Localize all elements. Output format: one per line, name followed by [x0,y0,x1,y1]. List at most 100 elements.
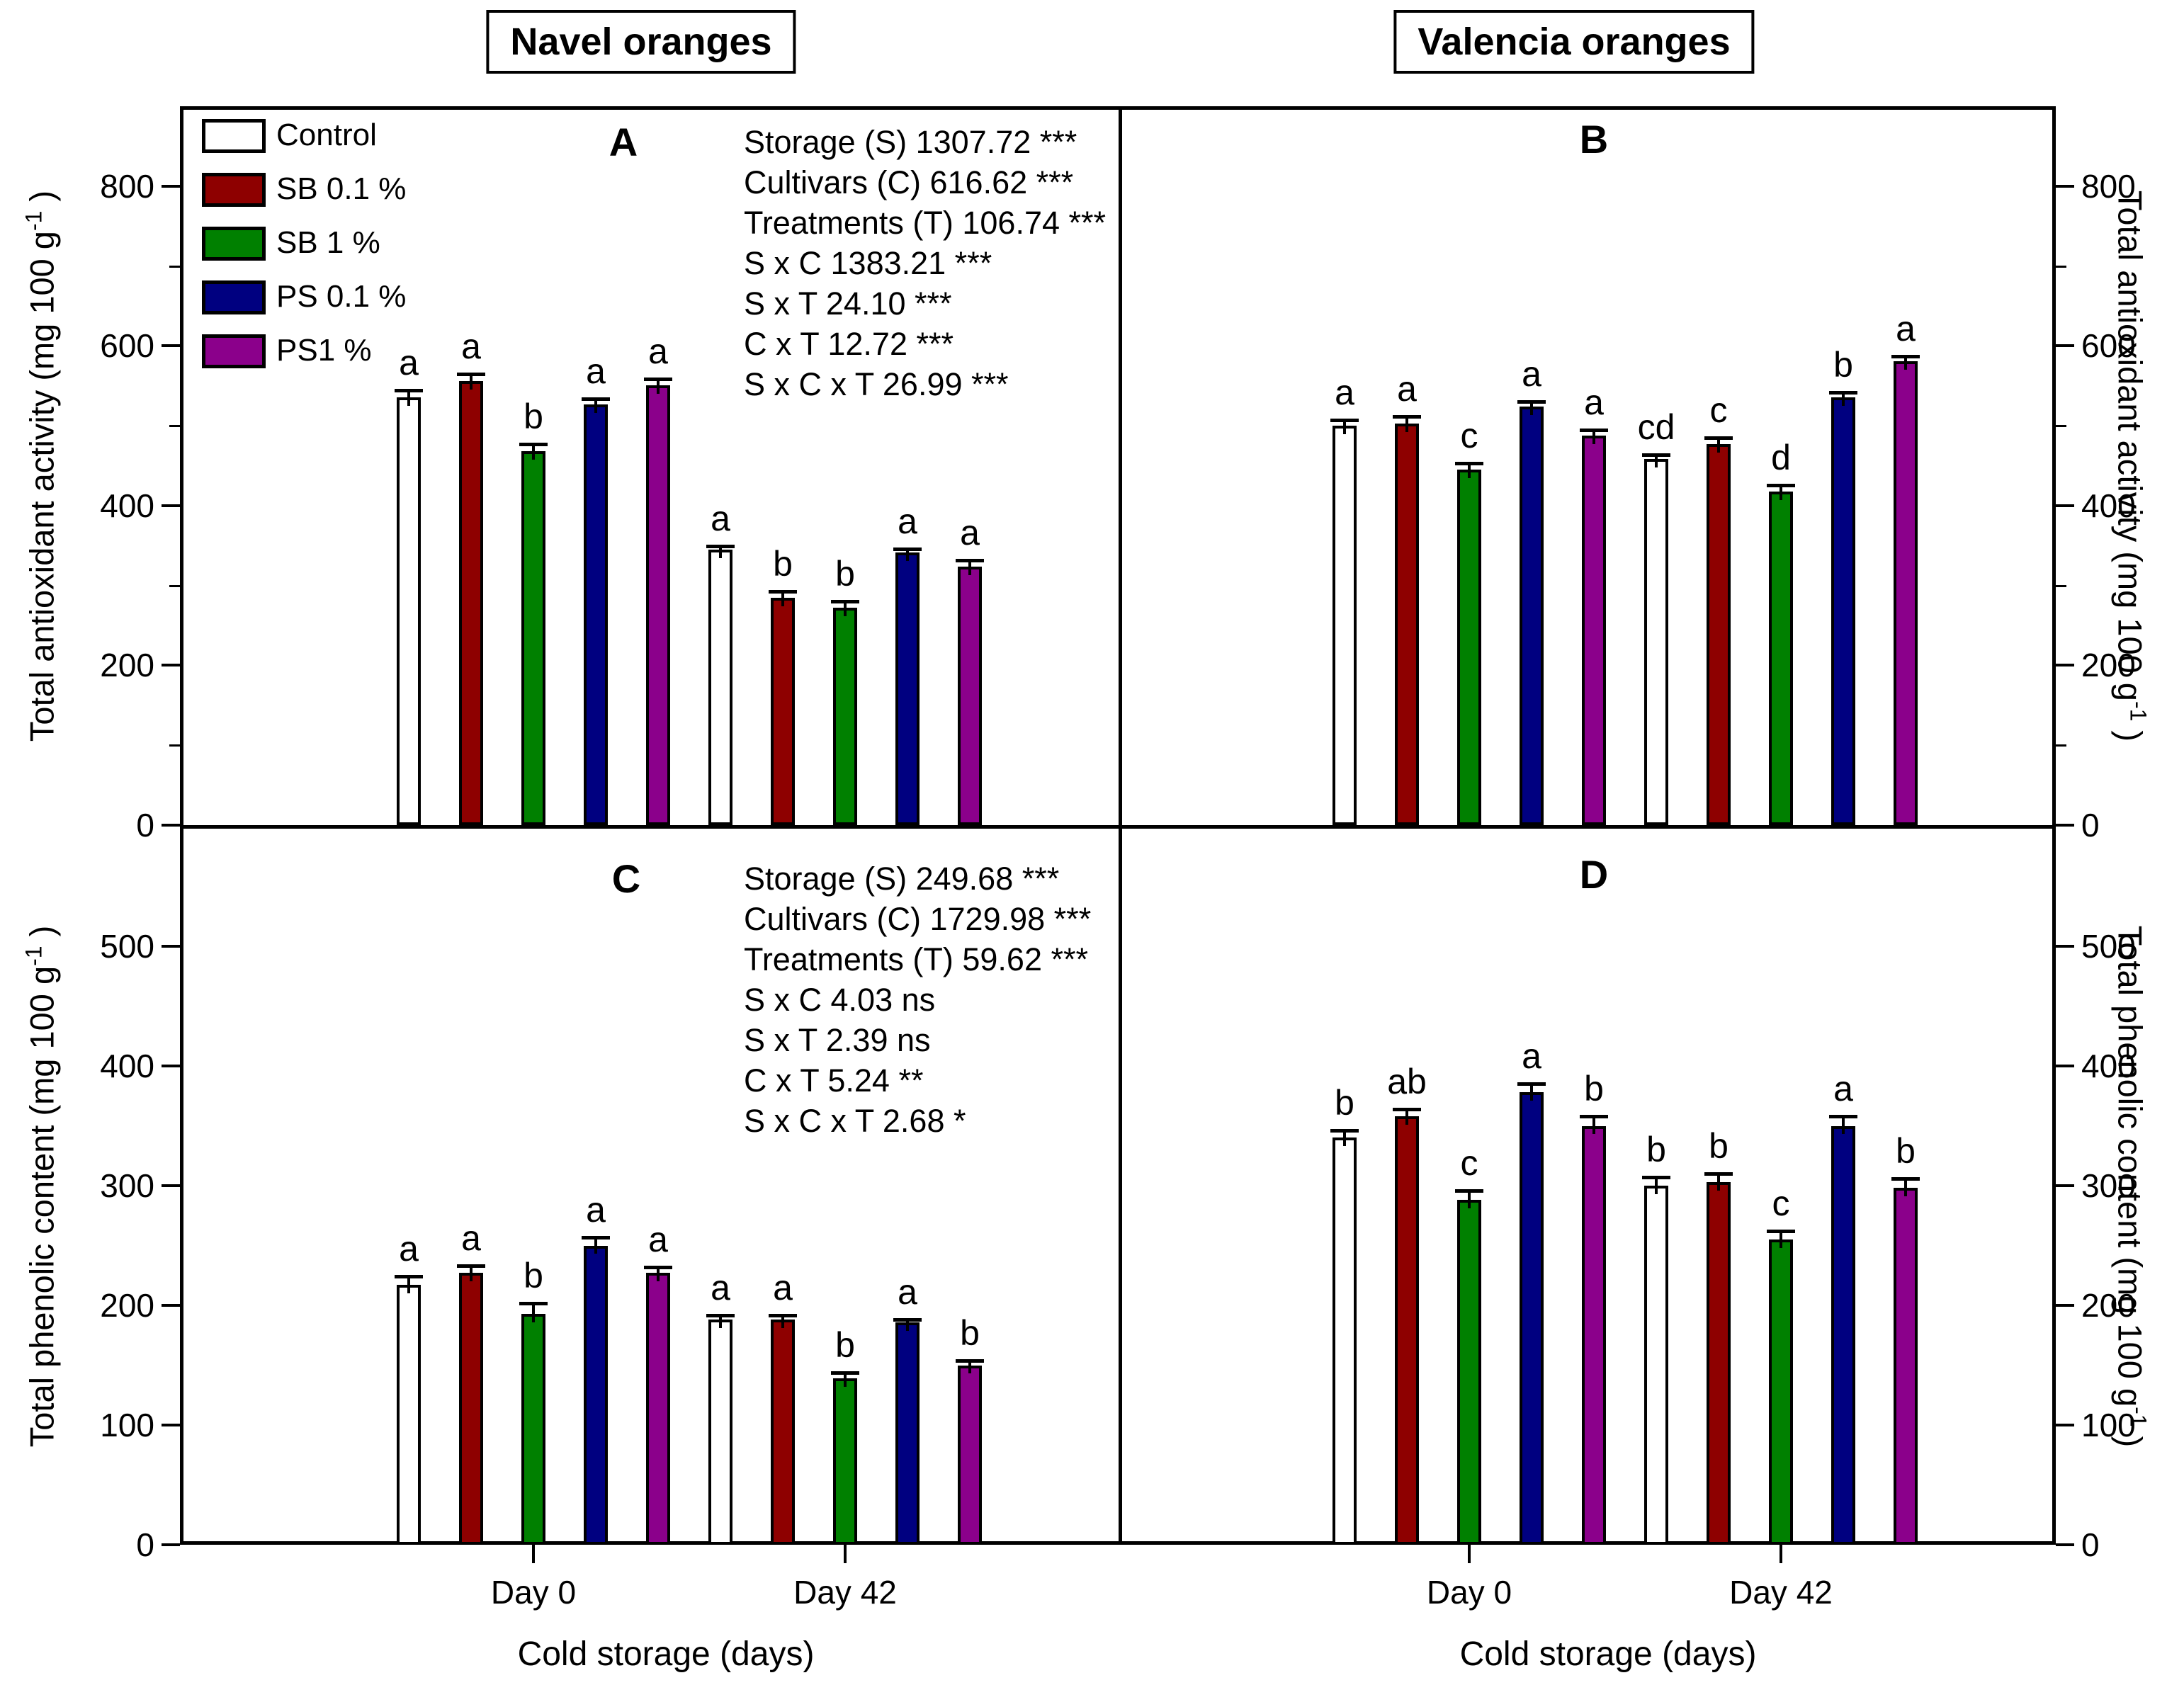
panel-divider-horizontal [180,825,2056,829]
bar-A-day42-sb1 [833,608,857,825]
y-tick-B-800 [2056,184,2074,188]
legend-swatch [202,227,266,261]
error-bar-stem [532,1301,535,1322]
bar-B-day0-ps1 [1582,435,1606,825]
legend-swatch [202,173,266,207]
y-minor-tick [169,744,180,747]
bar-D-day0-ps01 [1520,1092,1544,1545]
error-bar-cap [1767,1230,1795,1234]
error-bar-stem [1592,428,1595,444]
bar-C-day0-ps1 [646,1273,670,1545]
panel-letter-d: D [1579,852,1609,897]
bar-D-day42-ps1 [1894,1188,1918,1545]
error-bar-stem [906,547,909,562]
error-bar-cap [1891,1176,1920,1181]
error-bar-stem [532,443,535,460]
error-bar-stem [1904,354,1907,370]
stats-line: S x C x T 2.68 * [744,1103,966,1139]
stats-line: C x T 5.24 ** [744,1062,924,1099]
y-tick-C-100 [162,1424,180,1426]
y-tick-label-B-800: 800 [2081,167,2136,205]
error-bar-cap [644,1265,672,1269]
significance-letter: a [898,1272,917,1312]
bar-B-day42-sb01 [1707,444,1731,825]
y-tick-C-500 [162,945,180,948]
bar-A-day42-ps01 [895,552,920,825]
error-bar-stem [1842,1114,1845,1135]
error-bar-stem [594,1235,597,1254]
significance-letter: b [1584,1068,1604,1108]
x-tick-D-0 [1468,1545,1471,1563]
stats-block-phenolic: Storage (S) 249.68 *** Cultivars (C) 1729… [744,858,1091,1141]
bar-C-day0-sb01 [459,1273,483,1545]
error-bar-stem [1592,1114,1595,1135]
significance-letter: b [773,543,793,584]
error-bar-cap [831,1371,859,1375]
error-bar-cap [831,600,859,604]
y-tick-label-A-600: 600 [100,327,154,365]
x-tick-label-C-1: Day 42 [793,1574,897,1611]
error-bar-cap [1330,1129,1359,1133]
significance-letter: b [835,1324,855,1365]
significance-letter: a [461,1218,481,1259]
error-bar-cap [893,1318,922,1322]
error-bar-cap [457,372,485,376]
y-minor-tick [169,425,180,428]
significance-letter: a [1335,373,1354,413]
y-tick-D-200 [2056,1304,2074,1307]
bar-B-day0-control [1333,426,1357,825]
y-tick-B-600 [2056,344,2074,348]
y-tick-B-200 [2056,664,2074,667]
error-bar-stem [781,589,784,606]
bar-D-day0-sb1 [1457,1200,1481,1545]
error-bar-stem [844,1371,847,1388]
significance-letter: c [1460,1142,1478,1183]
error-bar-cap [582,1235,610,1239]
significance-letter: b [1833,344,1853,385]
error-bar-cap [769,1313,797,1317]
y-tick-A-600 [162,344,180,348]
bar-B-day42-ps1 [1894,361,1918,825]
error-bar-stem [407,1275,410,1294]
bar-C-day42-sb01 [771,1320,795,1545]
bar-D-day0-control [1333,1137,1357,1545]
error-bar-stem [1468,462,1471,479]
bar-D-day42-ps01 [1831,1125,1855,1545]
x-axis-title-left: Cold storage (days) [517,1635,815,1673]
significance-letter: a [773,1267,793,1307]
error-bar-stem [719,545,722,558]
y-minor-tick [2056,265,2066,268]
significance-letter: c [1772,1184,1790,1224]
y-tick-A-400 [162,504,180,507]
bar-B-day42-sb1 [1769,491,1793,825]
stats-line: Cultivars (C) 616.62 *** [744,164,1074,200]
error-bar-cap [1642,453,1670,457]
panel-letter-a: A [609,120,638,164]
y-tick-label-C-0: 0 [136,1526,154,1563]
legend-label: SB 0.1 % [276,171,407,206]
error-bar-stem [657,1265,660,1282]
error-bar-stem [407,389,410,406]
error-bar-cap [519,443,548,447]
error-bar-cap [1580,1114,1608,1118]
x-tick-C-0 [532,1545,535,1563]
bar-A-day42-ps1 [958,566,982,825]
stats-line: Cultivars (C) 1729.98 *** [744,901,1092,937]
error-bar-stem [1343,1129,1346,1147]
error-bar-stem [1780,483,1782,500]
bar-D-day42-sb01 [1707,1181,1731,1545]
title-navel-oranges: Navel oranges [486,10,796,74]
y-tick-C-400 [162,1065,180,1067]
y-tick-label-C-100: 100 [100,1407,154,1443]
error-bar-cap [1704,436,1733,441]
bar-B-day0-sb1 [1457,470,1481,825]
y-tick-A-200 [162,664,180,667]
significance-letter: b [1896,1130,1916,1171]
significance-letter: a [648,1219,668,1259]
bar-C-day42-ps01 [895,1322,920,1545]
significance-letter: a [461,326,481,366]
bar-D-day42-control [1644,1186,1668,1545]
error-bar-stem [906,1318,909,1331]
y-tick-D-400 [2056,1065,2074,1067]
